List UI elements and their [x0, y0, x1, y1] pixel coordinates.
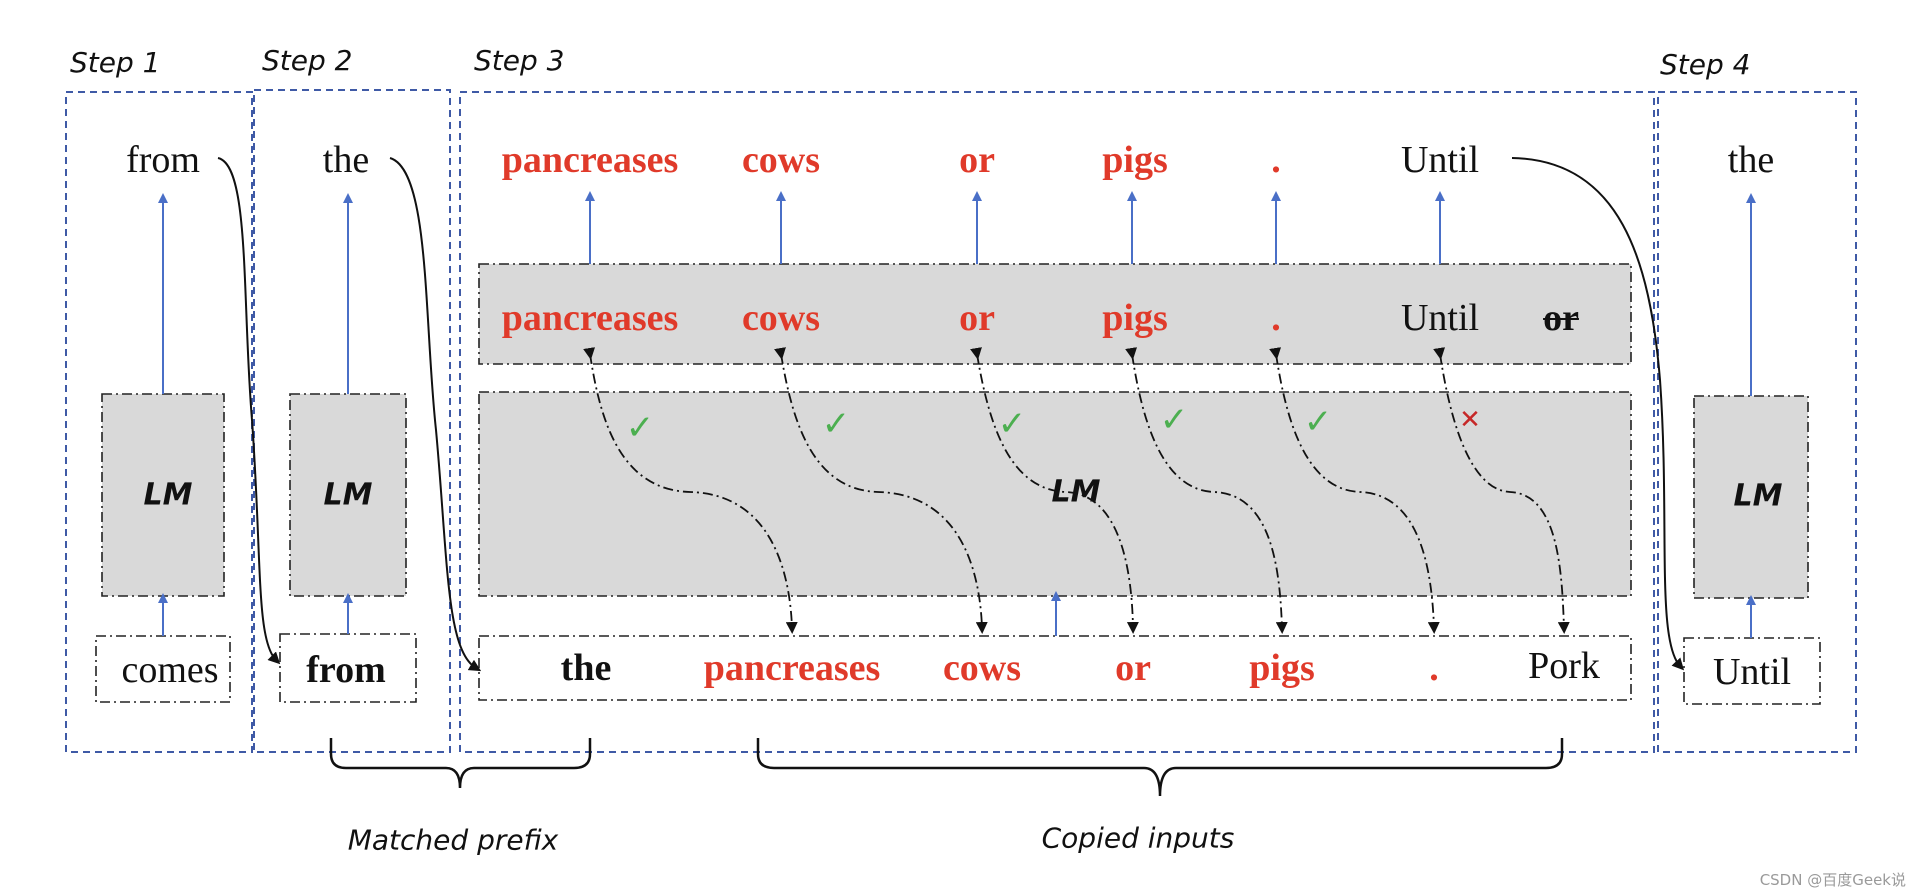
step1-label: Step 1: [70, 46, 161, 79]
step1-output-word: from: [126, 139, 200, 181]
step3-input-word: pancreases: [703, 647, 881, 689]
step4-lm-box: [1693, 395, 1809, 599]
verify-curve-5: [1269, 347, 1440, 634]
step4-input-word: Until: [1712, 651, 1792, 693]
step2-output-word: the: [322, 139, 370, 181]
step3-predicted-word: .: [1271, 297, 1281, 339]
step3-predicted-word: Until: [1400, 297, 1480, 339]
cross-icon: ✕: [1459, 405, 1481, 435]
matched-prefix-brace: [329, 738, 592, 789]
check-icon: ✓: [1303, 402, 1333, 442]
step2-input-word: from: [306, 649, 386, 691]
step1-input-word: comes: [121, 649, 219, 691]
step3-predicted-word: pigs: [1102, 297, 1168, 339]
step2-lm-label: LM: [323, 477, 373, 513]
copied-inputs-brace: [756, 738, 1564, 797]
step3-output-word: or: [959, 139, 995, 181]
step3-rejected-word: or: [1543, 297, 1579, 339]
copied-inputs-label: Copied inputs: [1041, 821, 1235, 855]
step1-input-box: [95, 635, 231, 703]
verify-curve-2: [774, 347, 988, 634]
step3-predicted-word: cows: [741, 297, 821, 339]
step2-label: Step 2: [262, 44, 353, 77]
step3-input-word: or: [1115, 647, 1151, 689]
verify-curve-6: [1433, 347, 1570, 634]
step3-input-word: cows: [942, 647, 1022, 689]
matched-prefix-label: Matched prefix: [347, 823, 559, 857]
verification-curves: [583, 347, 1570, 634]
step3-input-box: [478, 635, 1632, 701]
check-icon: ✓: [821, 404, 851, 444]
step3-output-word: pancreases: [501, 139, 679, 181]
step3-frame: [459, 91, 1655, 753]
watermark: CSDN @百度Geek说: [1759, 871, 1906, 889]
step3-label: Step 3: [474, 44, 565, 77]
check-icon: ✓: [625, 408, 655, 448]
step2-lm-box: [289, 393, 407, 597]
step3-output-word: cows: [741, 139, 821, 181]
step3-output-word: pigs: [1102, 139, 1168, 181]
step2-input-box: [279, 633, 417, 703]
step3-to-step4-curve: [1511, 157, 1685, 671]
step3-output-word: Until: [1400, 139, 1480, 181]
step1-lm-label: LM: [143, 477, 193, 513]
check-icon: ✓: [997, 404, 1027, 444]
step3-predicted-word: pancreases: [501, 297, 679, 339]
step4-lm-label: LM: [1733, 478, 1783, 514]
step3-predicted-word: or: [959, 297, 995, 339]
step3-input-word: pigs: [1249, 647, 1315, 689]
step3-output-word: .: [1271, 139, 1281, 181]
step3-input-word: .: [1429, 647, 1439, 689]
step4-output-word: the: [1727, 139, 1775, 181]
step3-input-word: Pork: [1528, 645, 1600, 687]
verify-curve-1: [583, 347, 798, 634]
step2-to-step3-curve: [389, 157, 482, 672]
step2-frame: [253, 89, 451, 753]
step1-lm-box: [101, 393, 225, 597]
step3-input-word: the: [560, 647, 612, 689]
step1-to-step2-curve: [217, 157, 281, 665]
step4-input-box: [1683, 637, 1821, 705]
step4-label: Step 4: [1660, 48, 1751, 81]
step4-frame: [1657, 91, 1857, 753]
step3-lm-label: LM: [1051, 474, 1101, 510]
check-icon: ✓: [1159, 400, 1189, 440]
